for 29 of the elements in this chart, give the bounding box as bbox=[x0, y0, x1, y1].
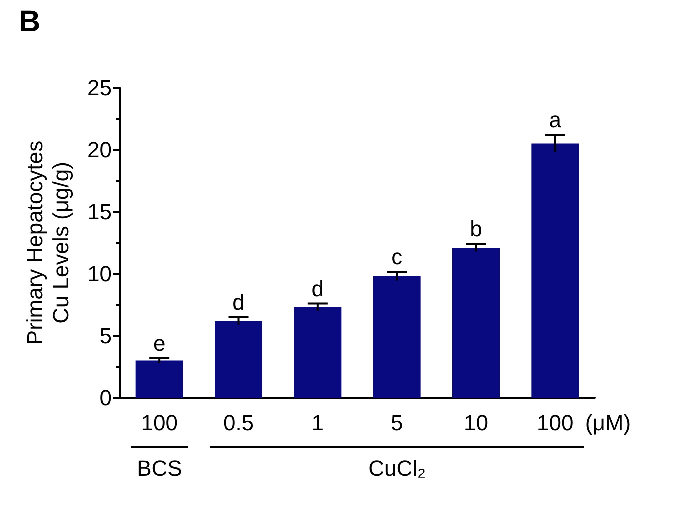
chart-title: B bbox=[19, 6, 41, 38]
y-tick-label: 20 bbox=[88, 138, 112, 162]
x-tick-label: 0.5 bbox=[223, 410, 254, 436]
x-tick-label: 1 bbox=[312, 410, 324, 436]
y-tick-label: 25 bbox=[88, 76, 112, 100]
x-axis-title: (μM) bbox=[585, 410, 632, 436]
annotation: d bbox=[232, 290, 245, 315]
annotation: b bbox=[470, 216, 482, 242]
annotation: a bbox=[549, 108, 562, 133]
bar bbox=[532, 144, 580, 398]
y-tick-label: 0 bbox=[100, 386, 112, 410]
bar bbox=[452, 248, 500, 398]
x-tick-label: 100 bbox=[141, 410, 178, 436]
bar bbox=[215, 321, 262, 398]
y-tick-label: 15 bbox=[88, 200, 112, 224]
annotation: c bbox=[392, 244, 403, 270]
x-tick-label: 5 bbox=[390, 410, 404, 436]
bar bbox=[373, 276, 421, 398]
x-tick-label: 10 bbox=[464, 410, 488, 436]
bar bbox=[136, 360, 184, 398]
text: CuCl₂ bbox=[368, 456, 426, 482]
text: BCS bbox=[137, 456, 182, 482]
annotation: e bbox=[153, 330, 166, 356]
y-axis-title: Primary Hepatocytes Cu Levels (μg/g) bbox=[22, 140, 74, 346]
y-tick-label: 5 bbox=[100, 324, 112, 348]
y-tick-label: 10 bbox=[88, 262, 112, 286]
annotation: d bbox=[312, 276, 324, 302]
bar bbox=[294, 307, 342, 398]
x-tick-label: 100 bbox=[537, 410, 574, 436]
